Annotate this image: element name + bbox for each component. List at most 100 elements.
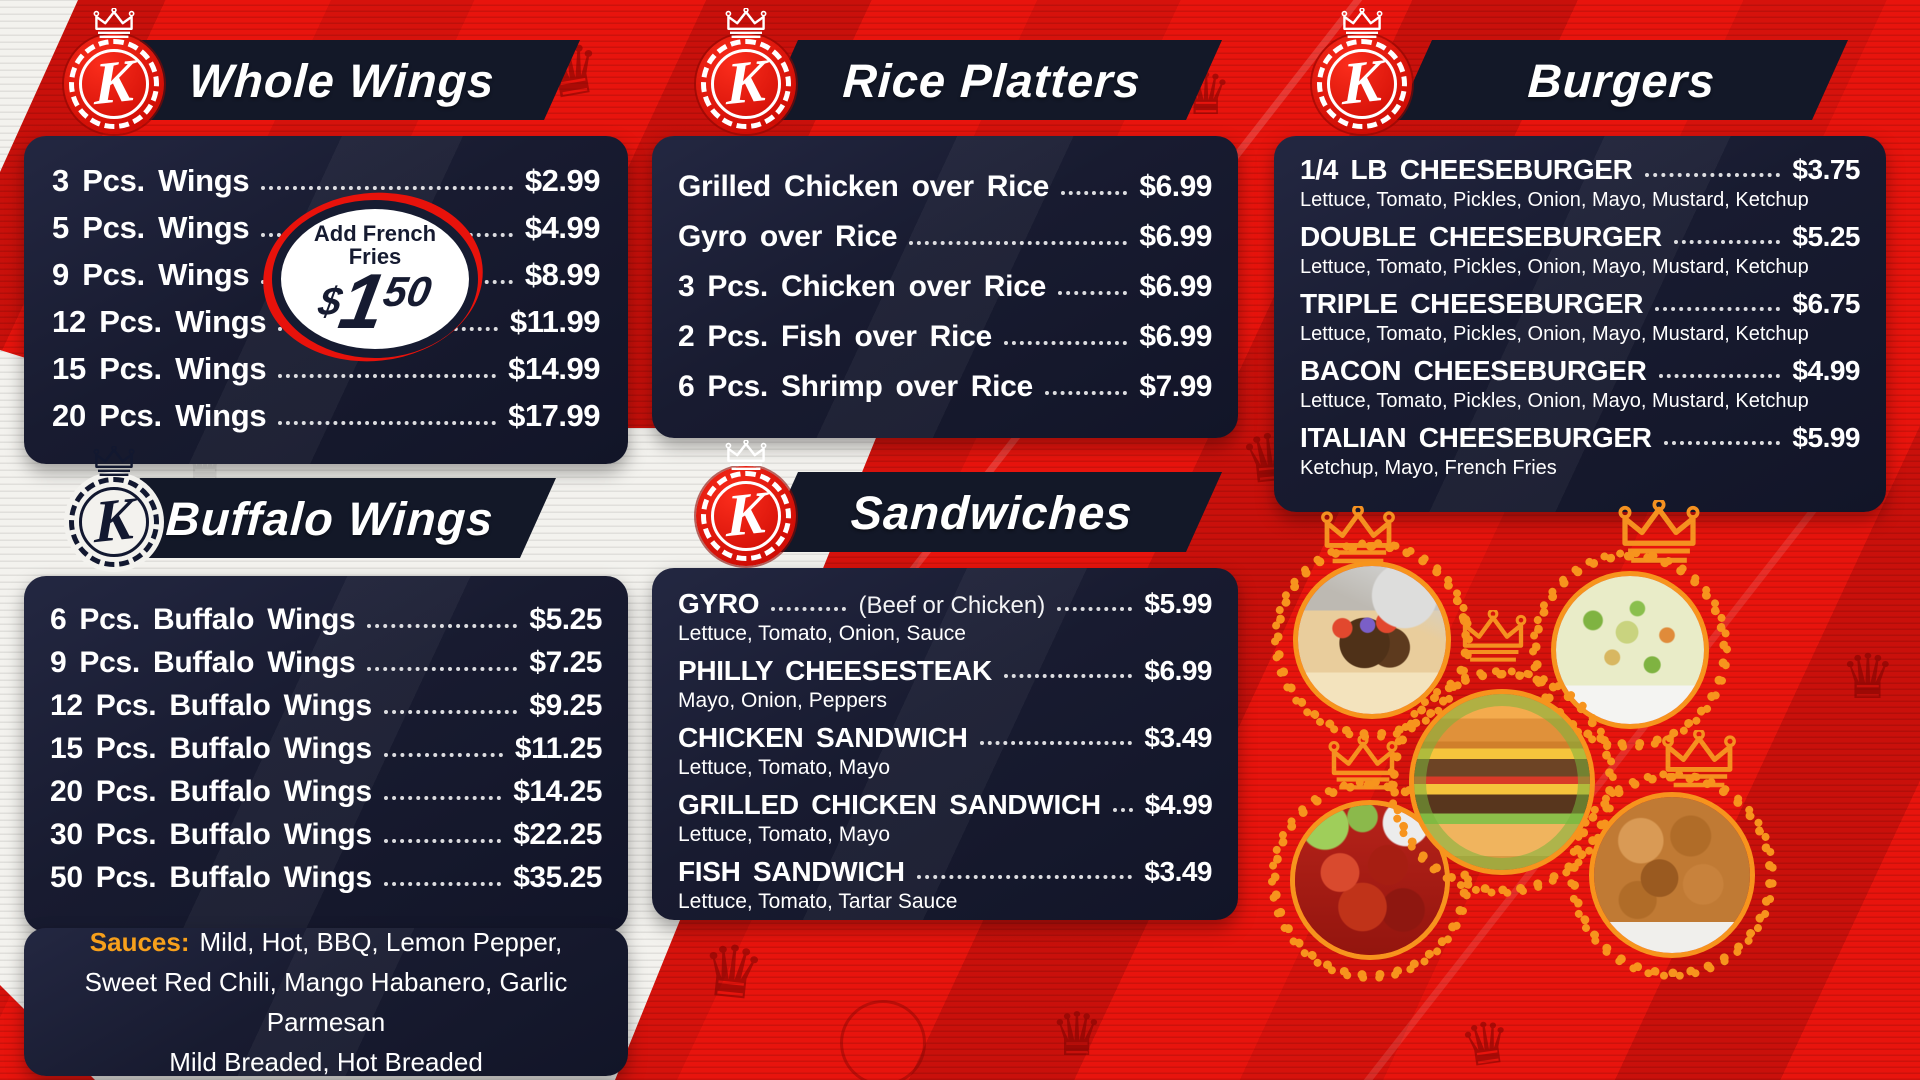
- dot-leader: [367, 624, 518, 628]
- menu-item-row: GYRO (Beef or Chicken) $5.99: [678, 588, 1212, 619]
- food-photo-burger: [1390, 670, 1614, 894]
- crown-pattern-icon: [1456, 1007, 1517, 1080]
- menu-item-row: 15 Pcs. Buffalo Wings $11.25: [50, 732, 603, 765]
- dot-leader: [1658, 374, 1781, 378]
- gyro-pita-photo: [1298, 566, 1446, 714]
- buffalo-wings-panel: 6 Pcs. Buffalo Wings $5.25 9 Pcs. Buffalo…: [24, 576, 628, 932]
- dot-leader: [1003, 674, 1133, 678]
- restaurant-logo: K: [690, 440, 802, 566]
- menu-item-row: Gyro over Rice $6.99: [678, 220, 1212, 253]
- section-title: Buffalo Wings: [164, 491, 496, 545]
- dot-leader: [909, 241, 1128, 245]
- menu-item-row: FISH SANDWICH $3.49: [678, 856, 1212, 887]
- menu-item-row: PHILLY CHEESESTEAK $6.99: [678, 655, 1212, 686]
- sauces-panel: Sauces: Mild, Hot, BBQ, Lemon Pepper, Swe…: [24, 928, 628, 1076]
- laurel-wreath-icon: [1274, 542, 1470, 738]
- laurel-wreath-icon: [69, 39, 159, 129]
- crown-pattern-icon: [1050, 1000, 1104, 1070]
- sauces-text: Sauces: Mild, Hot, BBQ, Lemon Pepper, Swe…: [84, 928, 568, 1076]
- menu-item-row: 20 Pcs. Wings $17.99: [52, 398, 600, 433]
- menu-item-row: DOUBLE CHEESEBURGER $5.25: [1300, 221, 1860, 252]
- fried-chicken-photo: [1594, 797, 1750, 953]
- menu-item: FISH SANDWICH $3.49 Lettuce, Tomato, Tart…: [652, 852, 1238, 915]
- dot-leader: [383, 753, 503, 757]
- crown-icon: [93, 8, 135, 38]
- laurel-wreath-icon: [1570, 773, 1774, 977]
- menu-item-row: 12 Pcs. Buffalo Wings $9.25: [50, 689, 602, 722]
- dot-leader: [367, 667, 518, 671]
- wreath-pattern-ring: [840, 1000, 926, 1080]
- menu-item: ITALIAN CHEESEBURGER $5.99 Ketchup, Mayo,…: [1274, 418, 1886, 481]
- section-title: Whole Wings: [187, 53, 497, 107]
- menu-item-row: CHICKEN SANDWICH $3.49: [678, 722, 1212, 753]
- menu-item-row: GRILLED CHICKEN SANDWICH $4.99: [678, 789, 1213, 820]
- dot-leader: [1112, 808, 1133, 812]
- crown-pattern-icon: [696, 927, 769, 1017]
- section-title: Burgers: [1526, 53, 1717, 107]
- dot-leader: [383, 882, 502, 886]
- badge-price: $ 1 50: [315, 257, 436, 345]
- menu-item-row: 3 Pcs. Chicken over Rice $6.99: [678, 270, 1212, 303]
- laurel-wreath-icon: [1532, 552, 1728, 748]
- logo-letter: K: [726, 478, 766, 549]
- crown-icon: [725, 8, 767, 38]
- menu-item-row: 3 Pcs. Wings $2.99: [52, 163, 601, 198]
- laurel-wreath-icon: [1390, 670, 1614, 894]
- food-photo-gyro: [1274, 542, 1470, 738]
- crown-pattern-icon: [1840, 640, 1896, 713]
- laurel-wreath-icon: [701, 471, 791, 561]
- dot-leader: [278, 374, 497, 378]
- sauces-label: Sauces:: [89, 928, 190, 957]
- laurel-wreath-icon: [69, 477, 159, 567]
- menu-item-row: ITALIAN CHEESEBURGER $5.99: [1300, 422, 1860, 453]
- dot-leader: [278, 421, 497, 425]
- sandwiches-panel: GYRO (Beef or Chicken) $5.99 Lettuce, Toma…: [652, 568, 1238, 920]
- menu-item-row: 20 Pcs. Buffalo Wings $14.25: [50, 775, 602, 808]
- menu-item: GYRO (Beef or Chicken) $5.99 Lettuce, Toma…: [652, 584, 1238, 647]
- section-header-rice-platters: Rice Platters: [762, 40, 1222, 120]
- restaurant-logo: K: [690, 8, 802, 134]
- burgers-panel: 1/4 LB CHEESEBURGER $3.75 Lettuce, Tomato…: [1274, 136, 1886, 512]
- menu-item: 1/4 LB CHEESEBURGER $3.75 Lettuce, Tomato…: [1274, 150, 1886, 213]
- restaurant-logo: K: [58, 446, 170, 572]
- menu-item: GRILLED CHICKEN SANDWICH $4.99 Lettuce, T…: [652, 785, 1238, 848]
- menu-item-row: 9 Pcs. Buffalo Wings $7.25: [50, 646, 602, 679]
- dot-leader: [1044, 391, 1128, 395]
- menu-item: TRIPLE CHEESEBURGER $6.75 Lettuce, Tomato…: [1274, 284, 1886, 347]
- section-title: Sandwiches: [849, 485, 1135, 539]
- restaurant-logo: K: [58, 8, 170, 134]
- menu-item-row: 50 Pcs. Buffalo Wings $35.25: [50, 861, 602, 894]
- laurel-wreath-icon: [701, 39, 791, 129]
- dot-leader: [979, 741, 1133, 745]
- section-header-whole-wings: Whole Wings: [104, 40, 580, 120]
- section-header-sandwiches: Sandwiches: [762, 472, 1222, 552]
- dot-leader: [1003, 341, 1128, 345]
- crown-icon: [1341, 8, 1383, 38]
- menu-item: BACON CHEESEBURGER $4.99 Lettuce, Tomato,…: [1274, 351, 1886, 414]
- dot-leader: [1655, 307, 1781, 311]
- menu-item-row: 6 Pcs. Shrimp over Rice $7.99: [678, 370, 1212, 403]
- menu-item-row: 15 Pcs. Wings $14.99: [52, 351, 600, 386]
- logo-letter: K: [726, 46, 766, 117]
- menu-item-row: 30 Pcs. Buffalo Wings $22.25: [50, 818, 602, 851]
- menu-item-row: Grilled Chicken over Rice $6.99: [678, 170, 1212, 203]
- dot-leader: [771, 607, 847, 611]
- logo-letter: K: [94, 46, 134, 117]
- section-header-buffalo-wings: Buffalo Wings: [104, 478, 556, 558]
- logo-letter: K: [94, 484, 134, 555]
- add-french-fries-badge: Add French Fries $ 1 50: [254, 181, 492, 373]
- logo-letter: K: [1342, 46, 1382, 117]
- menu-item: DOUBLE CHEESEBURGER $5.25 Lettuce, Tomato…: [1274, 217, 1886, 280]
- menu-item: CHICKEN SANDWICH $3.49 Lettuce, Tomato, M…: [652, 718, 1238, 781]
- dot-leader: [1057, 607, 1133, 611]
- dot-leader: [1060, 191, 1128, 195]
- restaurant-logo: K: [1306, 8, 1418, 134]
- menu-item-row: BACON CHEESEBURGER $4.99: [1300, 355, 1860, 386]
- dot-leader: [916, 875, 1133, 879]
- dot-leader: [383, 839, 502, 843]
- menu-item-row: TRIPLE CHEESEBURGER $6.75: [1300, 288, 1860, 319]
- menu-item-row: 2 Pcs. Fish over Rice $6.99: [678, 320, 1212, 353]
- dot-leader: [1057, 291, 1128, 295]
- menu-item-row: 1/4 LB CHEESEBURGER $3.75: [1300, 154, 1860, 185]
